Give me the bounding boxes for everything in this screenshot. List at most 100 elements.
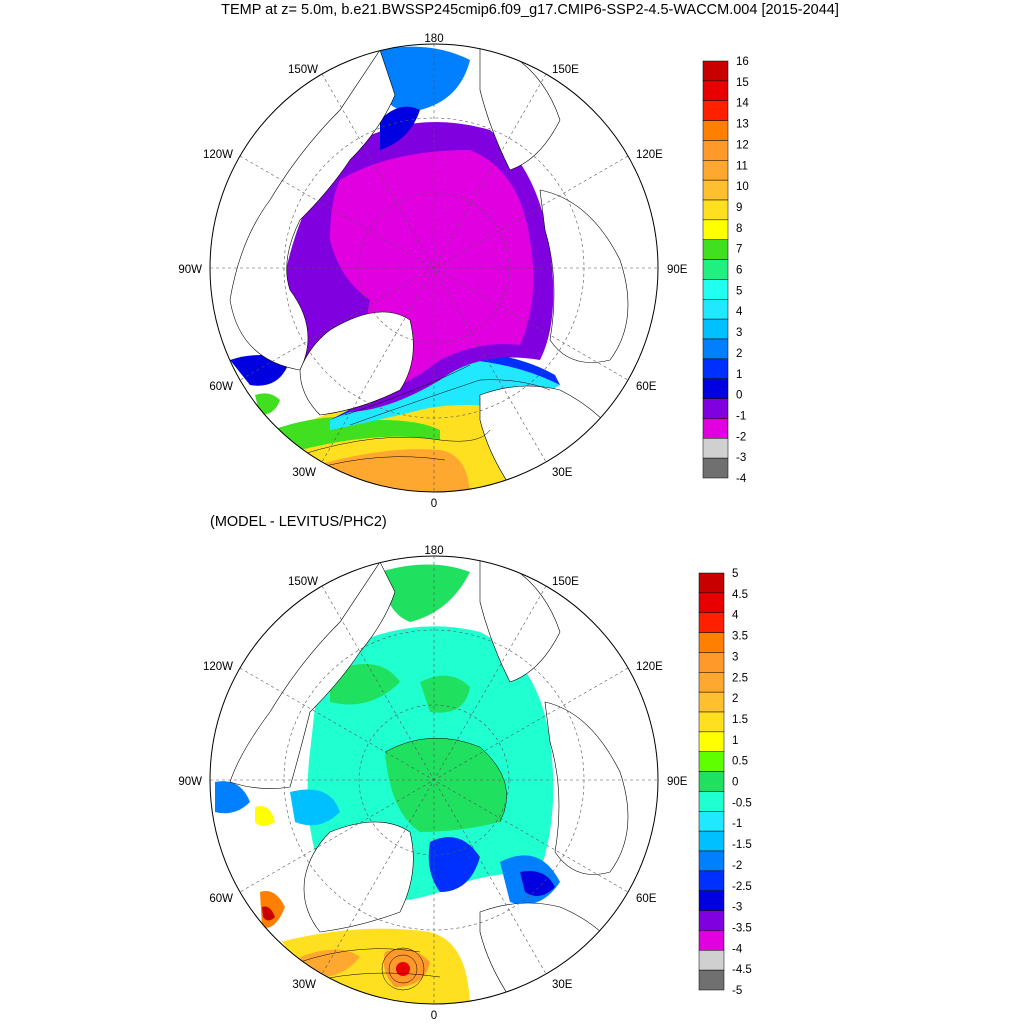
svg-text:0: 0 [431, 498, 437, 510]
difference-panel: 180 150E 120E 90E 60E 30E 0 30W 60W 90W … [0, 512, 1024, 1024]
scandinavia-land-b [479, 902, 641, 1004]
colorbar-box [698, 830, 725, 852]
colorbar-label: 9 [736, 202, 742, 214]
colorbar-label: -2 [736, 431, 746, 443]
north-america-land-b [229, 561, 396, 789]
colorbar-box [698, 672, 725, 693]
model-temperature-panel: 180 150E 120E 90E 60E 30E 0 30W 60W 90W … [0, 0, 1024, 512]
barents-blue [428, 837, 480, 892]
colorbar-label: 10 [736, 181, 749, 193]
hudson-yellow [255, 806, 275, 826]
colorbar-label: 12 [736, 139, 749, 151]
colorbar-label: -2.5 [732, 881, 752, 893]
bering-green [380, 564, 470, 622]
svg-text:60W: 60W [209, 381, 233, 393]
colorbar-label: 0.5 [732, 756, 748, 768]
svg-text:150E: 150E [552, 64, 579, 76]
svg-text:90E: 90E [667, 264, 688, 276]
colorbar-label: -4 [736, 473, 747, 485]
colorbar-label: -4 [732, 943, 743, 955]
colorbar-box [698, 652, 725, 673]
hudson-blue [215, 781, 250, 814]
colorbar-box [702, 398, 729, 419]
colorbar-label: 1 [732, 735, 738, 747]
colorbar-box [702, 160, 729, 181]
kara-deep-blue [520, 871, 555, 896]
colorbar-box [698, 592, 725, 613]
colorbar-label: 2 [732, 693, 738, 705]
colorbar-label: 0 [736, 390, 742, 402]
colorbar-label: 2 [736, 348, 742, 360]
colorbar-box [702, 279, 729, 300]
siberia-land-b [544, 701, 629, 875]
colorbar-label: 5 [736, 285, 742, 297]
colorbar-label: 3.5 [732, 631, 748, 643]
colorbar-box [698, 930, 725, 951]
colorbar-box [702, 239, 729, 260]
colorbar-box [702, 80, 729, 101]
scandinavia-land [479, 385, 641, 492]
colorbar-box [702, 259, 729, 280]
polar-map-bottom: 180 150E 120E 90E 60E 30E 0 30W 60W 90W … [178, 545, 687, 1022]
colorbar-box [702, 199, 729, 221]
colorbar-label: 6 [736, 265, 742, 277]
colorbar-bottom: 5 4.5 4 3.5 3 2.5 2 1.5 1 0.5 0 -0.5 -1 -1.5 -2 -2.5 -3 -… [698, 568, 752, 997]
colorbar-label: 4.5 [732, 589, 748, 601]
colorbar-label: 2.5 [732, 672, 748, 684]
colorbar-label: -1 [736, 410, 746, 422]
svg-text:60E: 60E [636, 381, 657, 393]
colorbar-box [698, 751, 725, 772]
band-cyan [330, 360, 560, 430]
labrador-warm-core [262, 906, 275, 921]
colorbar-box [702, 120, 729, 141]
colorbar-box [702, 378, 729, 399]
graticule-b [210, 556, 658, 1004]
colorbar-box [698, 950, 725, 971]
colorbar-label: 0 [732, 777, 738, 789]
colorbar-box [702, 418, 729, 439]
colorbar-box [698, 890, 725, 911]
svg-text:150W: 150W [288, 576, 318, 588]
colorbar-box [702, 140, 729, 161]
colorbar-box [698, 612, 725, 633]
colorbar-box [702, 358, 729, 379]
colorbar-box [702, 100, 729, 121]
svg-text:60W: 60W [209, 893, 233, 905]
atlantic-warm-yellow [280, 928, 470, 1004]
svg-text:30W: 30W [292, 467, 316, 479]
svg-text:90E: 90E [667, 776, 688, 788]
colorbar-box [702, 438, 729, 459]
colorbar-label: -0.5 [732, 797, 752, 809]
colorbar-label: 3 [736, 327, 742, 339]
colorbar-label: 3 [732, 651, 738, 663]
colorbar-label: -3 [732, 902, 742, 914]
greenland-land [299, 311, 414, 416]
colorbar-label: 15 [736, 77, 749, 89]
svg-text:150E: 150E [552, 576, 579, 588]
colorbar-label: 1.5 [732, 714, 748, 726]
colorbar-label: -2 [732, 860, 742, 872]
graticule [210, 44, 658, 492]
colorbar-label: 14 [736, 98, 749, 110]
svg-text:120W: 120W [203, 661, 233, 673]
colorbar-label: 16 [736, 56, 749, 68]
svg-text:90W: 90W [178, 264, 202, 276]
diff-green-central [385, 738, 507, 832]
bering-inflow-blue [380, 46, 470, 111]
colorbar-label: 11 [736, 160, 748, 172]
svg-text:90W: 90W [178, 776, 202, 788]
colorbar-box [698, 572, 725, 594]
colorbar-box [698, 771, 725, 792]
colorbar-box [698, 870, 725, 891]
colorbar-box [698, 711, 725, 733]
warm-band-green [272, 416, 440, 450]
colorbar-box [698, 969, 725, 991]
east-siberia-land-b [479, 556, 561, 683]
east-siberia-land [479, 44, 561, 171]
colorbar-box [702, 60, 729, 82]
svg-text:120E: 120E [636, 149, 663, 161]
diff-green-patch-1 [330, 664, 400, 705]
colorbar-label: 13 [736, 119, 749, 131]
colorbar-label: 4 [736, 306, 743, 318]
